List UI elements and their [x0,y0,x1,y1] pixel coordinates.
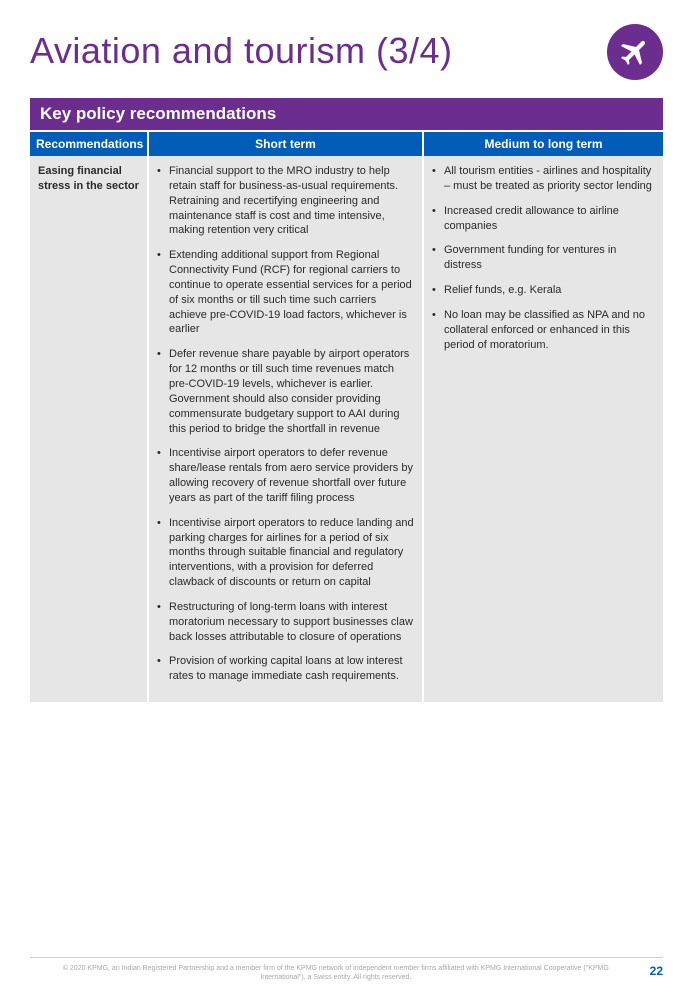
short-term-list: Financial support to the MRO industry to… [157,164,414,684]
list-item: Financial support to the MRO industry to… [157,164,414,238]
list-item: Government funding for ventures in distr… [432,243,655,273]
table-row: Easing financial stress in the sector Fi… [30,156,663,702]
footer-copyright: © 2020 KPMG, an Indian Registered Partne… [30,964,642,982]
cell-long-term: All tourism entities - airlines and hosp… [423,156,663,702]
cell-recommendation-label: Easing financial stress in the sector [30,156,148,702]
list-item: Incentivise airport operators to defer r… [157,446,414,505]
list-item: Relief funds, e.g. Kerala [432,283,655,298]
list-item: No loan may be classified as NPA and no … [432,308,655,353]
header-row: Aviation and tourism (3/4) [30,30,663,80]
col-header-short-term: Short term [148,132,423,156]
recommendation-label: Easing financial stress in the sector [38,165,139,192]
airplane-icon [607,24,663,80]
list-item: Incentivise airport operators to reduce … [157,516,414,590]
recommendations-table: Recommendations Short term Medium to lon… [30,132,663,702]
footer: © 2020 KPMG, an Indian Registered Partne… [30,957,663,982]
page-number: 22 [650,964,663,978]
col-header-recommendations: Recommendations [30,132,148,156]
long-term-list: All tourism entities - airlines and hosp… [432,164,655,352]
list-item: Increased credit allowance to airline co… [432,204,655,234]
list-item: Defer revenue share payable by airport o… [157,347,414,436]
list-item: All tourism entities - airlines and hosp… [432,164,655,194]
col-header-medium-long-term: Medium to long term [423,132,663,156]
table-header-row: Recommendations Short term Medium to lon… [30,132,663,156]
list-item: Restructuring of long-term loans with in… [157,600,414,645]
section-header: Key policy recommendations [30,98,663,130]
list-item: Extending additional support from Region… [157,248,414,337]
list-item: Provision of working capital loans at lo… [157,654,414,684]
page-title: Aviation and tourism (3/4) [30,30,453,72]
cell-short-term: Financial support to the MRO industry to… [148,156,423,702]
